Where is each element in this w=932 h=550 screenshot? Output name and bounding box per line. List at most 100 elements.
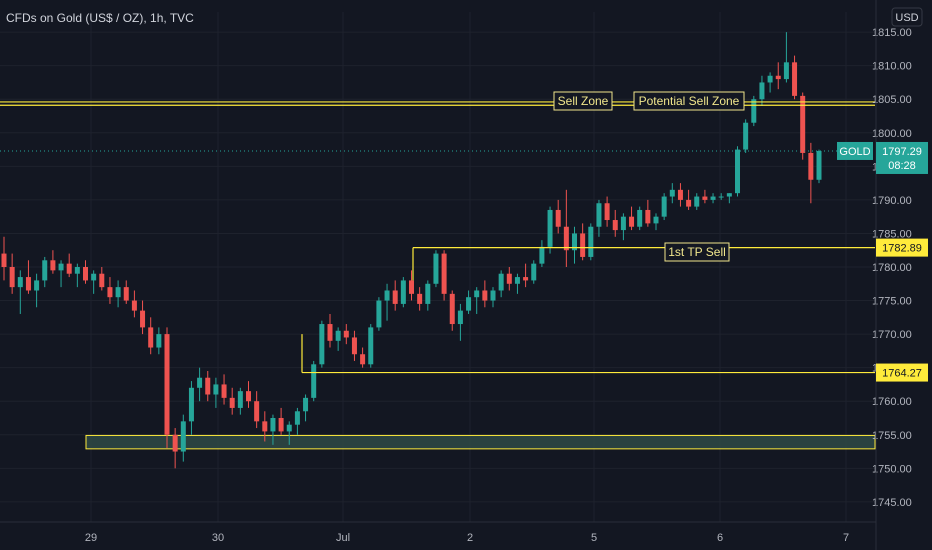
- y-tick-label: 1770.00: [872, 329, 912, 341]
- candle-body-down: [482, 290, 488, 301]
- candle-body-down: [66, 263, 72, 274]
- candle-body-up: [91, 273, 97, 281]
- candle-body-up: [783, 62, 789, 80]
- candle-body-down: [229, 397, 235, 408]
- candle-body-up: [743, 122, 749, 150]
- tp-price-badge: [876, 238, 928, 257]
- tp-sell-annotation-label: 1st TP Sell: [668, 245, 726, 259]
- y-tick-label: 1790.00: [872, 195, 912, 207]
- candle-body-down: [686, 199, 692, 207]
- candle-body-down: [278, 417, 284, 432]
- candle-body-down: [148, 327, 154, 348]
- candle-body-up: [531, 263, 537, 281]
- candle-body-up: [539, 246, 545, 264]
- tp-price-badge-text: 1782.89: [882, 243, 922, 255]
- zone-layer: [85, 434, 876, 450]
- annotation-layer: Sell Zone Potential Sell Zone 1st TP Sell: [553, 91, 745, 262]
- support-price-badge-text: 1764.27: [882, 368, 922, 380]
- candle-body-up: [433, 253, 439, 284]
- candle-body-down: [9, 267, 15, 288]
- candle-body-up: [751, 99, 757, 123]
- y-tick-label: 1775.00: [872, 296, 912, 308]
- candle-body-down: [25, 277, 31, 291]
- support-price-badge: [876, 363, 928, 382]
- candle-body-up: [42, 260, 48, 281]
- x-tick-label: 2: [467, 532, 473, 544]
- candle-body-up: [270, 417, 276, 432]
- symbol-badge: [837, 141, 873, 160]
- candle-body-up: [384, 290, 390, 301]
- x-tick-label: 7: [843, 532, 849, 544]
- candle-body-down: [555, 209, 561, 227]
- candle-body-up: [637, 209, 643, 227]
- candle-body-down: [221, 384, 227, 398]
- candle-body-down: [164, 334, 170, 435]
- candle-body-up: [237, 391, 243, 408]
- candle-body-up: [669, 189, 675, 197]
- y-tick-label: 1805.00: [872, 94, 912, 106]
- candle-body-up: [286, 424, 292, 432]
- candle-body-down: [580, 233, 586, 257]
- candle-body-down: [792, 62, 798, 96]
- currency-button[interactable]: USD: [891, 7, 923, 27]
- badge-layer: 1782.89 1764.27 GOLD 1797.29 08:28: [837, 141, 928, 382]
- candle-body-up: [213, 384, 219, 395]
- candle-body-up: [620, 216, 626, 231]
- candle-body-down: [107, 287, 113, 298]
- candle-body-down: [83, 267, 88, 281]
- candle-body-up: [115, 287, 121, 298]
- candle-body-up: [466, 297, 472, 311]
- candle-body-up: [74, 267, 80, 274]
- candle-body-down: [702, 196, 708, 200]
- y-tick-label: 1815.00: [872, 27, 912, 39]
- candle-body-down: [563, 226, 569, 251]
- candle-body-down: [629, 216, 635, 227]
- candle-body-up: [311, 364, 317, 398]
- candle-body-up: [376, 300, 382, 328]
- candle-body-down: [246, 391, 251, 402]
- candle-body-down: [205, 377, 211, 395]
- x-tick-label: 30: [212, 532, 224, 544]
- candle-body-down: [254, 401, 260, 422]
- candle-body-up: [400, 280, 406, 304]
- sell-zone-annotation-box: [553, 91, 613, 111]
- candle-body-down: [612, 220, 618, 231]
- candle-body-up: [294, 411, 300, 425]
- candle-body-down: [131, 300, 137, 311]
- y-tick-label: 1750.00: [872, 463, 912, 475]
- candle-body-up: [474, 290, 480, 298]
- candle-body-down: [449, 293, 455, 325]
- x-tick-label: 5: [591, 532, 597, 544]
- candle-body-down: [417, 293, 423, 304]
- candle-body-up: [17, 277, 23, 288]
- y-tick-label: 1745.00: [872, 497, 912, 509]
- candle-body-up: [368, 327, 374, 365]
- last-price-badge: [876, 141, 928, 174]
- y-tick-label: 1780.00: [872, 262, 912, 274]
- sell-zone-annotation-label: Sell Zone: [558, 94, 609, 108]
- y-tick-label: 1785.00: [872, 228, 912, 240]
- candle-body-up: [547, 209, 553, 247]
- candle-body-down: [800, 95, 806, 153]
- y-tick-label: 1755.00: [872, 430, 912, 442]
- candle-body-up: [180, 421, 186, 452]
- candle-body-up: [735, 149, 740, 194]
- last-price-text: 1797.29: [882, 146, 922, 158]
- candle-body-up: [425, 283, 431, 304]
- candle-body-up: [319, 324, 325, 365]
- candle-body-up: [726, 193, 732, 197]
- candle-body-up: [490, 290, 496, 301]
- candle-layer: [1, 32, 822, 469]
- candle-body-down: [808, 152, 814, 180]
- x-tick-label: Jul: [336, 532, 350, 544]
- candle-body-up: [34, 280, 40, 291]
- candle-body-down: [351, 337, 357, 355]
- candle-body-up: [718, 196, 724, 198]
- candle-body-down: [645, 209, 651, 224]
- symbol-badge-text: GOLD: [839, 146, 870, 158]
- candle-body-down: [392, 290, 398, 304]
- candle-body-down: [1, 253, 7, 267]
